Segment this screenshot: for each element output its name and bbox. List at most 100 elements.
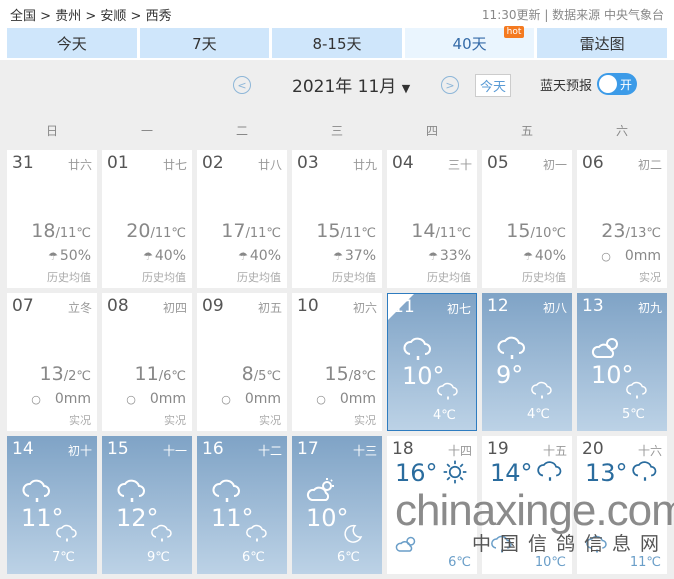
precipitation: ○ 0mm [601, 248, 661, 264]
day-cell[interactable]: 09 初五 8/5℃ ○ 0mm 实况 [197, 293, 287, 431]
weekday-label: 四 [425, 123, 438, 138]
day-cell[interactable]: 18 十四 16° 6℃ [387, 436, 477, 574]
blue-sky-toggle[interactable]: 开 [597, 73, 637, 95]
day-number: 09 [202, 296, 224, 316]
rain-night-icon [490, 533, 514, 561]
temperature-range: 15/8℃ [324, 363, 376, 385]
raindrop-icon: ○ [126, 393, 136, 406]
precip-value: 40% [249, 248, 281, 264]
low-temp: 4℃ [527, 407, 550, 422]
tab-3[interactable]: 40天 hot [404, 26, 535, 58]
precip-value: 0mm [244, 391, 281, 407]
high-temp: 14° [490, 459, 533, 487]
day-number: 01 [107, 153, 129, 173]
day-number: 11 [393, 297, 415, 317]
tab-2[interactable]: 8-15天 [272, 28, 402, 58]
day-cell[interactable]: 31 廿六 18/11℃ ☂ 50% 历史均值 [7, 150, 97, 288]
breadcrumb-item[interactable]: 安顺 [100, 8, 127, 24]
umbrella-icon: ☂ [143, 250, 153, 263]
high-temp: 14 [411, 220, 436, 242]
day-cell[interactable]: 13 初九 10° 5℃ [577, 293, 667, 431]
day-cell[interactable]: 14 初十 11° 7℃ [7, 436, 97, 574]
day-number: 20 [582, 439, 604, 459]
rain-night-icon [245, 522, 269, 550]
lunar-date: 十一 [162, 444, 187, 458]
breadcrumb-item[interactable]: 西秀 [145, 8, 172, 24]
tab-1[interactable]: 7天 [139, 28, 270, 58]
day-cell[interactable]: 06 初二 23/13℃ ○ 0mm 实况 [577, 150, 667, 288]
data-note: 历史均值 [142, 271, 186, 284]
rain-night-icon [55, 522, 79, 550]
breadcrumb-item[interactable]: 贵州 [55, 8, 82, 24]
high-temp: 10° [591, 361, 634, 389]
lunar-date: 初八 [542, 301, 567, 315]
raindrop-icon: ○ [221, 393, 231, 406]
day-number: 08 [107, 296, 129, 316]
tab-label: 40天 [452, 34, 487, 53]
header-bar: 全国 > 贵州 > 安顺 > 西秀 11:30更新 | 数据来源 中央气象台 [0, 0, 674, 28]
data-note: 实况 [259, 414, 281, 427]
temperature-range: 23/13℃ [601, 220, 661, 242]
day-number: 31 [12, 153, 34, 173]
high-temp: 13° [585, 459, 628, 487]
tab-4[interactable]: 雷达图 [537, 28, 667, 58]
day-cell[interactable]: 12 初八 9° 4℃ [482, 293, 572, 431]
day-cell[interactable]: 19 十五 14° 10℃ [482, 436, 572, 574]
day-cell[interactable]: 11 初七 10° 4℃ [387, 293, 477, 431]
day-cell[interactable]: 08 初四 11/6℃ ○ 0mm 实况 [102, 293, 192, 431]
blue-sky-label: 蓝天预报 [540, 79, 593, 94]
month-selector[interactable]: 2021年 11月 ▼ [292, 72, 410, 97]
day-cell[interactable]: 16 十二 11° 6℃ [197, 436, 287, 574]
low-temp: 11℃ [629, 555, 661, 570]
day-number: 16 [202, 439, 224, 459]
day-number: 18 [392, 439, 414, 459]
day-cell[interactable]: 10 初六 15/8℃ ○ 0mm 实况 [292, 293, 382, 431]
day-cell[interactable]: 03 廿九 15/11℃ ☂ 37% 历史均值 [292, 150, 382, 288]
day-cell[interactable]: 20 十六 13° 11℃ [577, 436, 667, 574]
low-temp: 2℃ [68, 369, 91, 384]
month-label: 2021年 11月 [292, 77, 397, 97]
next-month-button[interactable]: > [441, 76, 459, 94]
lunar-date: 廿七 [162, 158, 187, 172]
day-cell[interactable]: 17 十三 10° 6℃ [292, 436, 382, 574]
tab-label: 今天 [56, 34, 87, 53]
temperature-range: 15/11℃ [316, 220, 376, 242]
breadcrumb-item[interactable]: 全国 [10, 8, 37, 24]
rain-night-icon [150, 522, 174, 550]
lunar-date: 廿八 [257, 158, 282, 172]
lunar-date: 初九 [637, 301, 662, 315]
day-cell[interactable]: 04 三十 14/11℃ ☂ 33% 历史均值 [387, 150, 477, 288]
hot-badge: hot [503, 26, 525, 38]
tab-0[interactable]: 今天 [7, 28, 137, 58]
high-temp: 8 [241, 363, 254, 385]
temperature-range: 17/11℃ [221, 220, 281, 242]
low-temp: 6℃ [242, 550, 265, 565]
weekday-label: 五 [520, 123, 533, 138]
day-number: 12 [487, 296, 509, 316]
umbrella-icon: ☂ [428, 250, 438, 263]
low-temp: 6℃ [163, 369, 186, 384]
precipitation: ☂ 33% [428, 248, 471, 264]
day-cell[interactable]: 05 初一 15/10℃ ☂ 40% 历史均值 [482, 150, 572, 288]
day-cell[interactable]: 01 廿七 20/11℃ ☂ 40% 历史均值 [102, 150, 192, 288]
data-note: 历史均值 [47, 271, 91, 284]
day-cell[interactable]: 02 廿八 17/11℃ ☂ 40% 历史均值 [197, 150, 287, 288]
day-cell[interactable]: 15 十一 12° 9℃ [102, 436, 192, 574]
umbrella-icon: ☂ [238, 250, 248, 263]
prev-month-button[interactable]: < [233, 76, 251, 94]
temperature-range: 20/11℃ [126, 220, 186, 242]
temperature-range: 11/6℃ [134, 363, 186, 385]
day-cell[interactable]: 07 立冬 13/2℃ ○ 0mm 实况 [7, 293, 97, 431]
day-number: 03 [297, 153, 319, 173]
rain-icon [631, 458, 659, 490]
lunar-date: 初十 [67, 444, 92, 458]
data-note: 历史均值 [522, 271, 566, 284]
today-button[interactable]: 今天 [475, 74, 512, 97]
weekday-label: 三 [330, 123, 343, 138]
day-number: 05 [487, 153, 509, 173]
temperature-range: 18/11℃ [31, 220, 91, 242]
low-temp: 8℃ [353, 369, 376, 384]
low-temp: 11℃ [439, 226, 471, 241]
precipitation: ☂ 50% [48, 248, 91, 264]
data-note: 历史均值 [237, 271, 281, 284]
